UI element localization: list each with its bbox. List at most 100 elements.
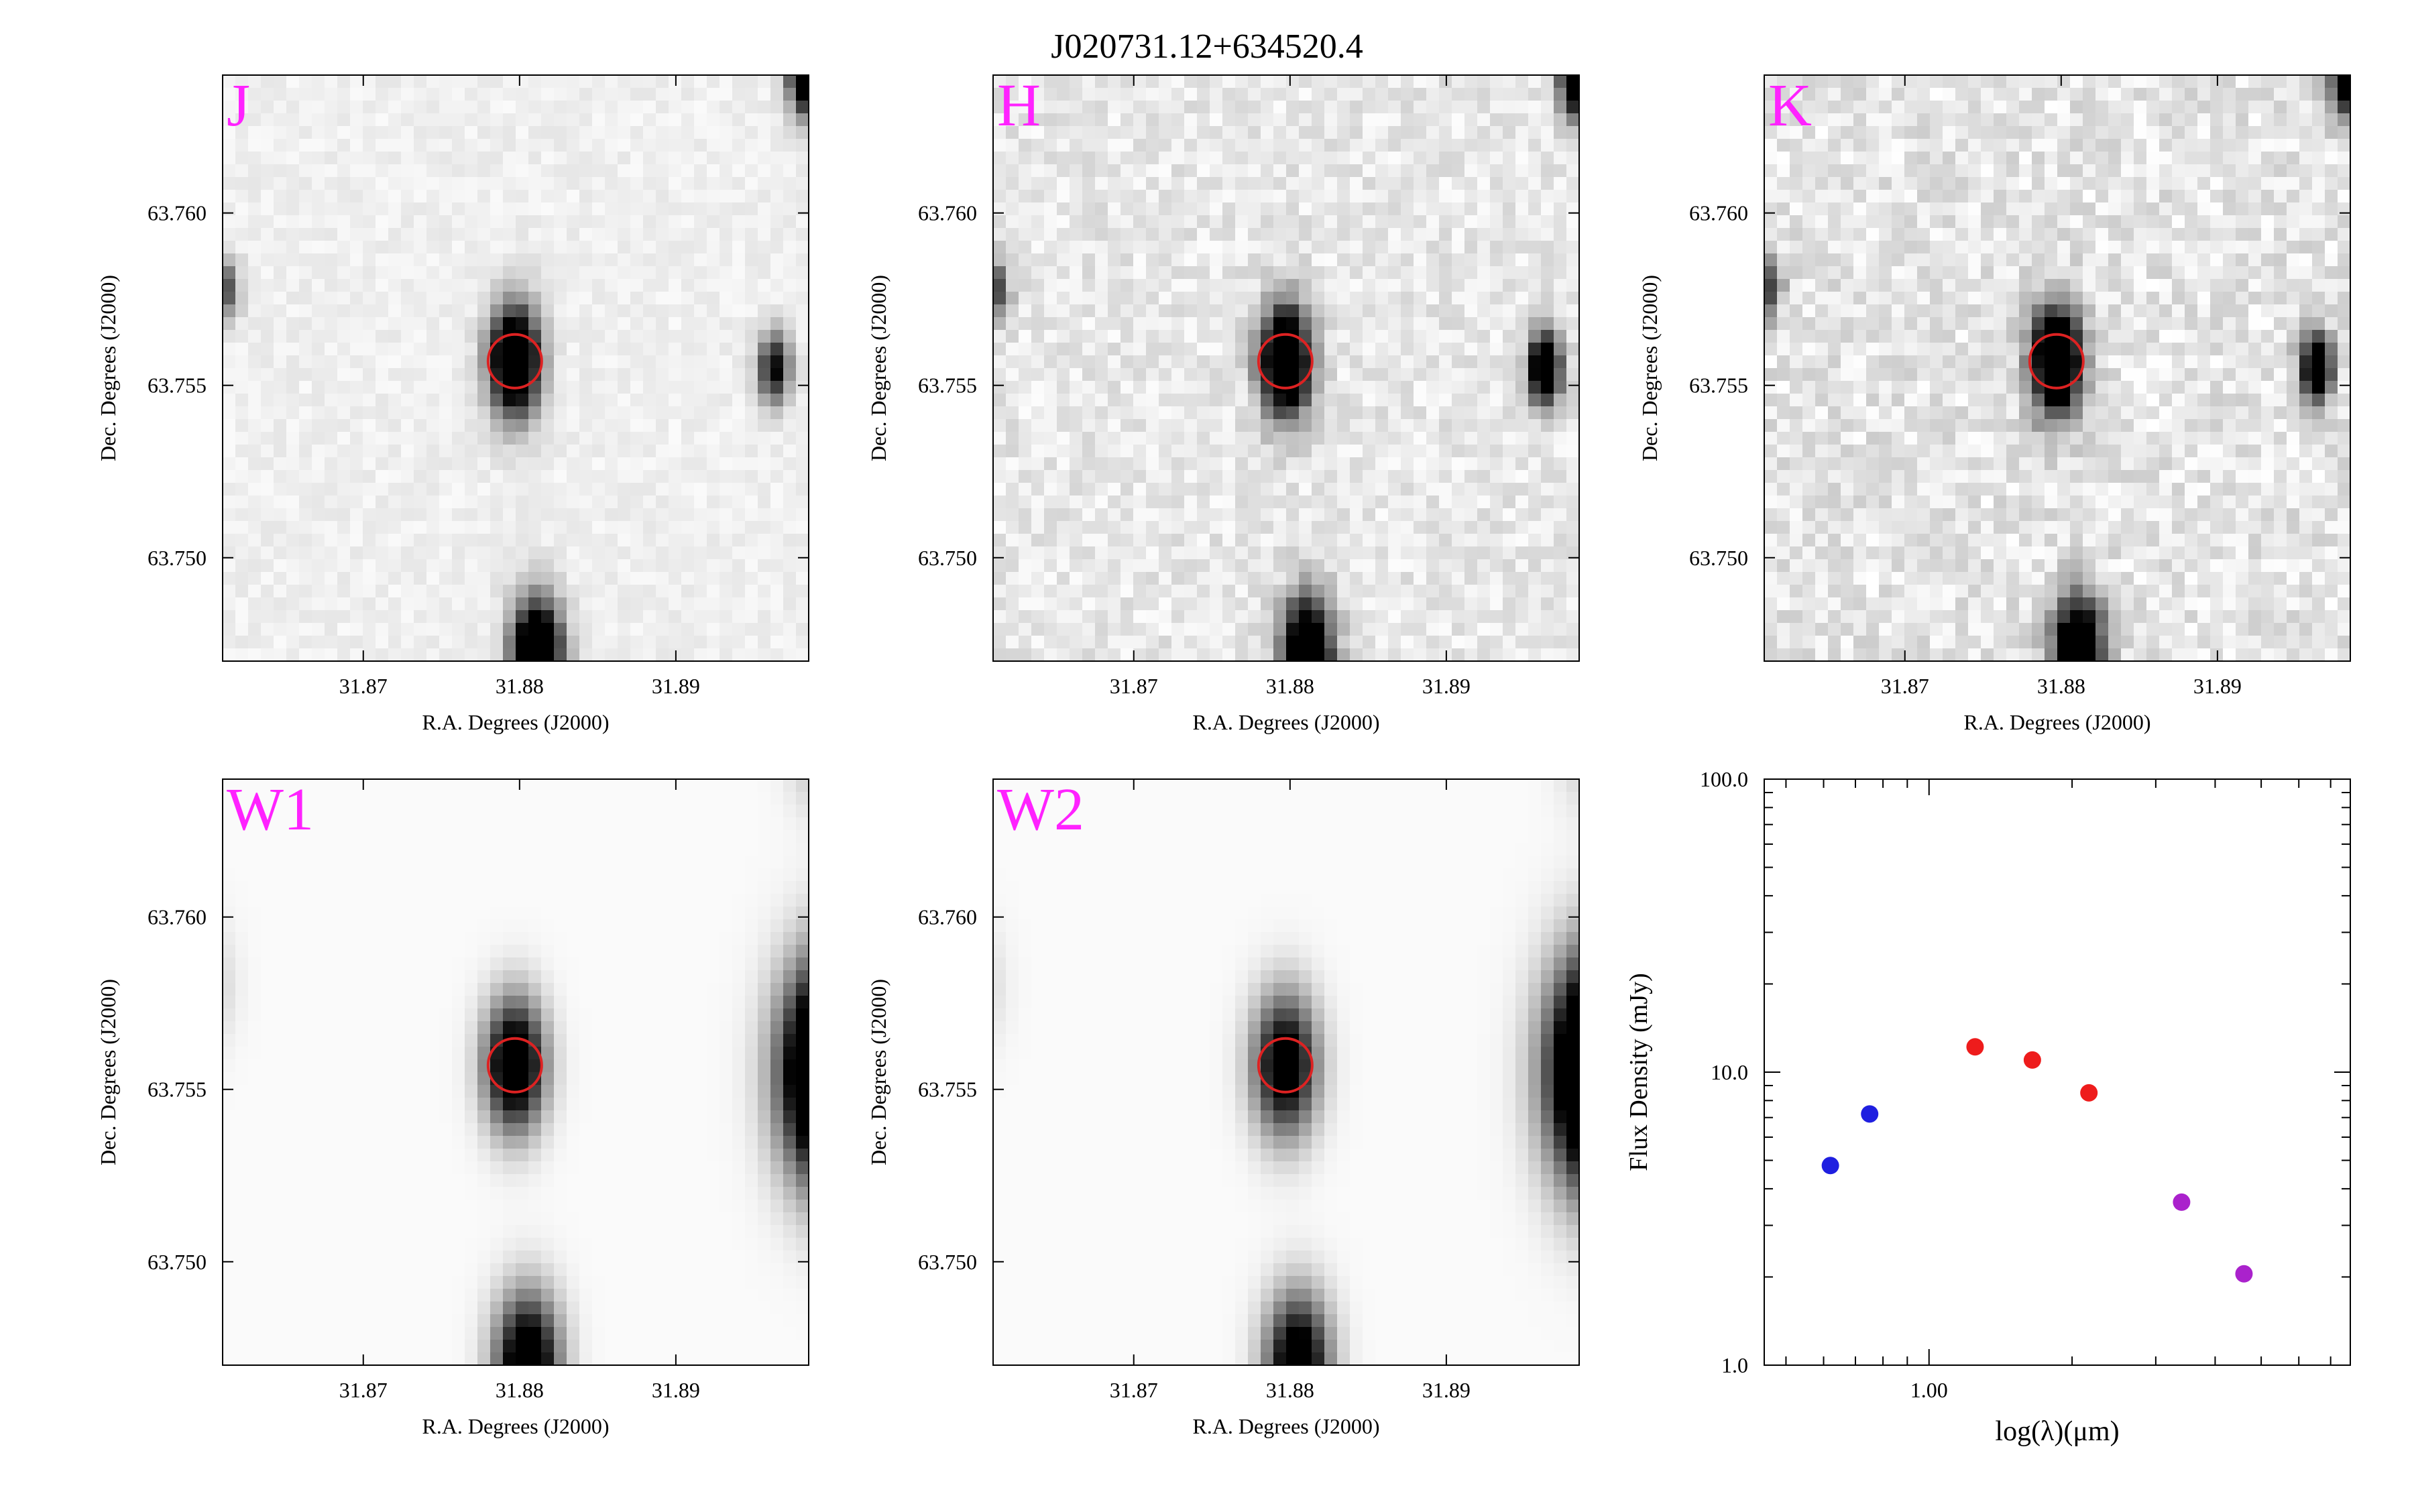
image-pixel bbox=[426, 152, 440, 165]
image-pixel bbox=[567, 406, 580, 420]
image-pixel bbox=[465, 190, 478, 203]
image-pixel bbox=[796, 279, 809, 292]
image-pixel bbox=[694, 597, 707, 611]
image-pixel bbox=[1439, 432, 1452, 445]
image-pixel bbox=[630, 101, 644, 114]
image-pixel bbox=[554, 88, 567, 101]
image-pixel bbox=[465, 152, 478, 165]
image-pixel bbox=[1464, 508, 1478, 522]
image-pixel bbox=[618, 419, 631, 432]
image-pixel bbox=[783, 559, 797, 573]
image-pixel bbox=[770, 152, 784, 165]
image-pixel bbox=[503, 496, 516, 509]
image-pixel bbox=[1866, 343, 1880, 356]
image-pixel bbox=[1541, 317, 1554, 331]
image-pixel bbox=[401, 445, 414, 458]
image-pixel bbox=[707, 636, 720, 649]
image-pixel bbox=[1414, 623, 1427, 636]
image-pixel bbox=[1171, 202, 1185, 216]
image-pixel bbox=[605, 241, 618, 254]
image-pixel bbox=[1044, 445, 1057, 458]
image-pixel bbox=[465, 496, 478, 509]
image-pixel bbox=[1235, 355, 1249, 369]
image-pixel bbox=[401, 559, 414, 573]
image-pixel bbox=[426, 470, 440, 483]
image-pixel bbox=[1312, 381, 1325, 394]
image-pixel bbox=[1210, 508, 1223, 522]
image-pixel bbox=[235, 215, 249, 229]
image-pixel bbox=[643, 343, 656, 356]
image-pixel bbox=[452, 292, 465, 305]
image-pixel bbox=[1120, 546, 1134, 560]
image-pixel bbox=[439, 190, 453, 203]
image-pixel bbox=[1235, 470, 1249, 483]
image-pixel bbox=[1477, 75, 1491, 89]
image-pixel bbox=[1414, 241, 1427, 254]
image-pixel bbox=[1439, 394, 1452, 407]
image-pixel bbox=[1917, 432, 1931, 445]
image-pixel bbox=[503, 177, 516, 190]
image-pixel bbox=[1095, 75, 1108, 89]
image-pixel bbox=[1426, 253, 1440, 267]
image-pixel bbox=[796, 534, 809, 547]
image-pixel bbox=[312, 177, 325, 190]
image-pixel bbox=[1841, 585, 1854, 598]
image-pixel bbox=[694, 253, 707, 267]
image-pixel bbox=[694, 394, 707, 407]
image-pixel bbox=[1414, 215, 1427, 229]
image-pixel bbox=[1815, 330, 1829, 343]
image-pixel bbox=[579, 445, 593, 458]
image-pixel bbox=[1917, 113, 1931, 127]
image-pixel bbox=[567, 190, 580, 203]
image-pixel bbox=[1764, 636, 1778, 649]
image-pixel bbox=[1930, 406, 1943, 420]
image-pixel bbox=[325, 317, 338, 331]
image-pixel bbox=[592, 126, 606, 139]
image-pixel bbox=[388, 394, 402, 407]
image-pixel bbox=[1955, 75, 1969, 89]
image-pixel bbox=[1222, 292, 1236, 305]
image-pixel bbox=[274, 445, 287, 458]
image-pixel bbox=[993, 445, 1007, 458]
image-pixel bbox=[681, 215, 695, 229]
image-pixel bbox=[1184, 597, 1198, 611]
image-pixel bbox=[1477, 215, 1491, 229]
image-pixel bbox=[325, 177, 338, 190]
image-pixel bbox=[1490, 636, 1503, 649]
image-pixel bbox=[1082, 355, 1096, 369]
image-pixel bbox=[1019, 406, 1032, 420]
image-pixel bbox=[1235, 177, 1249, 190]
image-pixel bbox=[1955, 253, 1969, 267]
image-pixel bbox=[1566, 368, 1580, 382]
image-pixel bbox=[439, 177, 453, 190]
image-pixel bbox=[1943, 610, 1956, 624]
image-pixel bbox=[1312, 419, 1325, 432]
image-pixel bbox=[1541, 457, 1554, 471]
image-pixel bbox=[567, 559, 580, 573]
image-pixel bbox=[1464, 355, 1478, 369]
image-pixel bbox=[681, 572, 695, 585]
image-pixel bbox=[1070, 483, 1083, 496]
image-pixel bbox=[274, 101, 287, 114]
image-pixel bbox=[643, 457, 656, 471]
image-pixel bbox=[1477, 585, 1491, 598]
image-pixel bbox=[1375, 610, 1389, 624]
image-pixel bbox=[1388, 88, 1401, 101]
image-pixel bbox=[1006, 534, 1019, 547]
image-pixel bbox=[541, 585, 555, 598]
image-pixel bbox=[1828, 381, 1841, 394]
image-pixel bbox=[1299, 559, 1312, 573]
image-pixel bbox=[1515, 610, 1529, 624]
image-pixel bbox=[707, 266, 720, 280]
image-pixel bbox=[1892, 496, 1905, 509]
image-pixel bbox=[1248, 164, 1261, 178]
image-pixel bbox=[1184, 330, 1198, 343]
image-pixel bbox=[1031, 559, 1045, 573]
image-pixel bbox=[325, 330, 338, 343]
image-pixel bbox=[1159, 164, 1172, 178]
image-pixel bbox=[1019, 496, 1032, 509]
image-pixel bbox=[516, 508, 529, 522]
image-pixel bbox=[1528, 202, 1542, 216]
image-pixel bbox=[1375, 419, 1389, 432]
image-pixel bbox=[745, 228, 758, 241]
